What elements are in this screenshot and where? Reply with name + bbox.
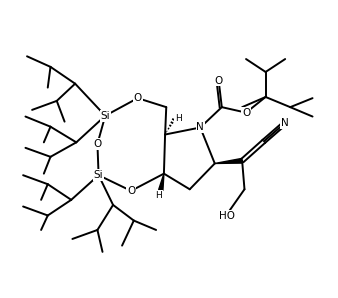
Text: O: O <box>215 76 223 86</box>
Text: HO: HO <box>219 211 235 221</box>
Text: H: H <box>155 191 162 200</box>
Text: N: N <box>281 118 289 128</box>
Text: N: N <box>196 122 204 133</box>
Text: Si: Si <box>94 170 103 180</box>
Text: N: N <box>281 118 289 128</box>
Text: O: O <box>215 76 223 86</box>
Text: O: O <box>134 93 142 103</box>
Text: HO: HO <box>219 211 235 221</box>
Text: H: H <box>175 114 182 122</box>
Text: N: N <box>196 122 204 133</box>
Text: O: O <box>127 186 135 196</box>
Text: H: H <box>175 114 182 122</box>
Polygon shape <box>215 159 242 164</box>
Text: O: O <box>242 108 250 118</box>
Text: O: O <box>93 139 101 149</box>
Text: H: H <box>155 191 162 200</box>
Text: O: O <box>93 139 101 149</box>
Text: Si: Si <box>100 111 110 121</box>
Text: O: O <box>242 108 250 118</box>
Polygon shape <box>159 174 164 190</box>
Text: O: O <box>127 186 135 196</box>
Text: O: O <box>134 93 142 103</box>
Text: Si: Si <box>100 111 110 121</box>
Text: Si: Si <box>94 170 103 180</box>
